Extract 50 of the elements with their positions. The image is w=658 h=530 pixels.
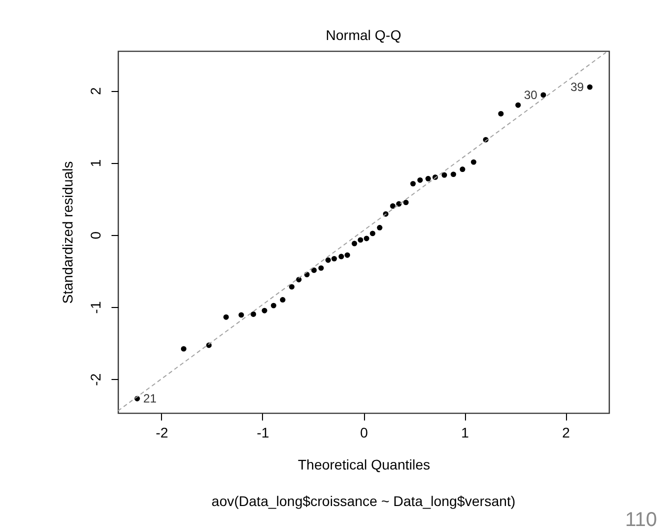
point <box>410 180 416 186</box>
x-tick-label: 2 <box>562 424 570 440</box>
annotation: 39 <box>570 80 584 94</box>
x-tick-label: 0 <box>360 424 368 440</box>
point <box>344 252 350 258</box>
point <box>270 302 276 308</box>
annotation: 30 <box>524 88 538 102</box>
point <box>390 203 396 209</box>
point <box>338 254 344 260</box>
point <box>223 314 229 320</box>
point <box>425 176 431 182</box>
point <box>331 256 337 262</box>
point <box>180 346 186 352</box>
point <box>540 92 546 98</box>
point <box>417 177 423 183</box>
point <box>370 230 376 236</box>
point <box>311 267 317 273</box>
point <box>289 284 295 290</box>
point <box>450 172 456 178</box>
text: aov(Data_long$croissance ~ Data_long$versant) <box>212 493 516 509</box>
y-tick-label: 2 <box>88 87 104 96</box>
annotation: 21 <box>143 392 157 406</box>
y-tick-label: -2 <box>88 373 104 386</box>
x-tick-label: 1 <box>461 424 470 440</box>
point <box>280 297 286 303</box>
x-tick-label: -2 <box>156 424 168 440</box>
point <box>364 236 370 242</box>
point <box>250 311 256 317</box>
point <box>460 166 466 172</box>
y-tick-label: 1 <box>88 159 104 168</box>
point <box>318 265 324 271</box>
y-axis-title: Standardized residuals <box>60 161 76 304</box>
point <box>587 84 593 90</box>
x-axis-title: Theoretical Quantiles <box>298 456 430 472</box>
point <box>470 159 476 165</box>
y-tick-label: -1 <box>88 301 104 314</box>
point <box>515 102 521 108</box>
text: 110 <box>625 509 657 530</box>
point <box>376 224 382 230</box>
point <box>238 312 244 318</box>
point <box>352 240 358 246</box>
point <box>498 111 504 116</box>
point <box>325 257 331 263</box>
point <box>358 237 364 243</box>
y-tick-label: 0 <box>88 231 104 240</box>
x-tick-label: -1 <box>256 424 270 440</box>
point <box>403 200 409 206</box>
chart-title: Normal Q-Q <box>326 27 402 43</box>
point <box>442 172 448 178</box>
point <box>262 308 268 314</box>
